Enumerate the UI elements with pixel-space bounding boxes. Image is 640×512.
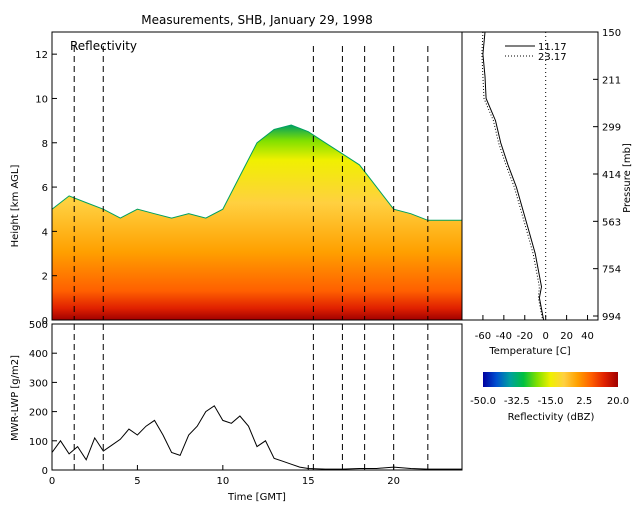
colorbar-tick-label: -15.0 — [538, 396, 564, 407]
colorbar-tick-label: 2.5 — [576, 396, 592, 407]
pressure-tick-label: 211 — [602, 75, 621, 86]
temperature-x-tick-label: -40 — [496, 331, 512, 342]
temperature-x-ticks: -60 -40 -20 0 20 40 — [475, 315, 594, 342]
temperature-x-tick-label: 0 — [543, 331, 549, 342]
pressure-tick-label: 150 — [602, 28, 621, 39]
lwp-x-tick-label: 20 — [387, 476, 400, 487]
radar-y-tick-label: 6 — [42, 183, 48, 194]
reflectivity-echo-area — [51, 124, 463, 321]
pressure-tick-label: 994 — [602, 312, 621, 323]
temperature-plot-frame — [461, 31, 599, 321]
temperature-x-tick-label: 40 — [581, 331, 594, 342]
temperature-profile-2 — [481, 31, 544, 321]
radar-y-tick-label: 12 — [35, 50, 48, 61]
temperature-panel: -60 -40 -20 0 20 40 150 211 299 414 563 754 994 Tem… — [461, 28, 633, 357]
pressure-tick-label: 563 — [602, 217, 621, 228]
lwp-x-tick-label: 5 — [134, 476, 140, 487]
radar-y-tick-label: 4 — [42, 227, 48, 238]
lwp-x-ticks: 0 5 10 15 20 — [49, 465, 400, 487]
lwp-x-axis-label: Time [GMT] — [227, 492, 286, 503]
legend-label-2317: 23.17 — [538, 52, 567, 63]
lwp-y-axis-label: MWR-LWP [g/m2] — [10, 355, 21, 441]
radar-y-tick-label: 10 — [35, 94, 48, 105]
colorbar-ticks: -50.0 -32.5 -15.0 2.5 20.0 — [470, 396, 629, 407]
pressure-ticks: 150 211 299 414 563 754 994 — [593, 28, 621, 323]
lwp-y-tick-label: 100 — [29, 437, 48, 448]
radar-y-ticks: 0 2 4 6 8 10 12 — [35, 50, 57, 327]
radar-y-tick-label: 0 — [42, 316, 48, 327]
lwp-panel: 0 100 200 300 400 500 0 5 10 15 20 MWR-LWP [g/m2]… — [10, 320, 463, 503]
pressure-tick-label: 299 — [602, 123, 621, 134]
temperature-x-tick-label: -20 — [517, 331, 533, 342]
lwp-y-tick-label: 400 — [29, 349, 48, 360]
reflectivity-panel: 0 2 4 6 8 10 12 Reflectivity Height [km AGL] — [10, 31, 463, 327]
temperature-profiles — [481, 31, 547, 321]
lwp-series-line — [51, 405, 462, 470]
colorbar-tick-label: 20.0 — [607, 396, 629, 407]
lwp-x-tick-label: 10 — [216, 476, 229, 487]
radar-y-axis-label: Height [km AGL] — [10, 165, 21, 248]
colorbar: -50.0 -32.5 -15.0 2.5 20.0 Reflectivity (dBZ… — [470, 372, 629, 423]
lwp-y-tick-label: 300 — [29, 378, 48, 389]
temperature-legend: 11.17 23.17 — [505, 42, 567, 63]
pressure-tick-label: 754 — [602, 265, 621, 276]
lwp-dashed-lines — [73, 324, 429, 470]
lwp-y-tick-label: 200 — [29, 408, 48, 419]
lwp-y-ticks: 0 100 200 300 400 500 — [29, 320, 57, 477]
lwp-y-tick-label: 0 — [42, 466, 48, 477]
lwp-y-tick-label: 500 — [29, 320, 48, 331]
pressure-tick-label: 414 — [602, 170, 621, 181]
radar-dashed-lines — [73, 46, 429, 320]
figure-title: Measurements, SHB, January 29, 1998 — [141, 13, 373, 27]
temperature-profile-1 — [482, 31, 545, 321]
colorbar-strip — [483, 372, 618, 387]
legend-label-1117: 11.17 — [538, 42, 567, 53]
radar-annotation: Reflectivity — [70, 39, 137, 53]
temperature-x-tick-label: 20 — [560, 331, 573, 342]
pressure-axis-label: Pressure [mb] — [622, 143, 633, 213]
temperature-x-tick-label: -60 — [475, 331, 491, 342]
lwp-plot-frame — [51, 323, 463, 471]
colorbar-label: Reflectivity (dBZ) — [508, 412, 595, 423]
colorbar-tick-label: -50.0 — [470, 396, 496, 407]
temperature-x-axis-label: Temperature [C] — [488, 346, 570, 357]
colorbar-tick-label: -32.5 — [504, 396, 530, 407]
lwp-x-tick-label: 15 — [302, 476, 315, 487]
lwp-x-tick-label: 0 — [49, 476, 55, 487]
radar-y-tick-label: 8 — [42, 139, 48, 150]
radar-y-tick-label: 2 — [42, 272, 48, 283]
reflectivity-field — [51, 124, 463, 321]
